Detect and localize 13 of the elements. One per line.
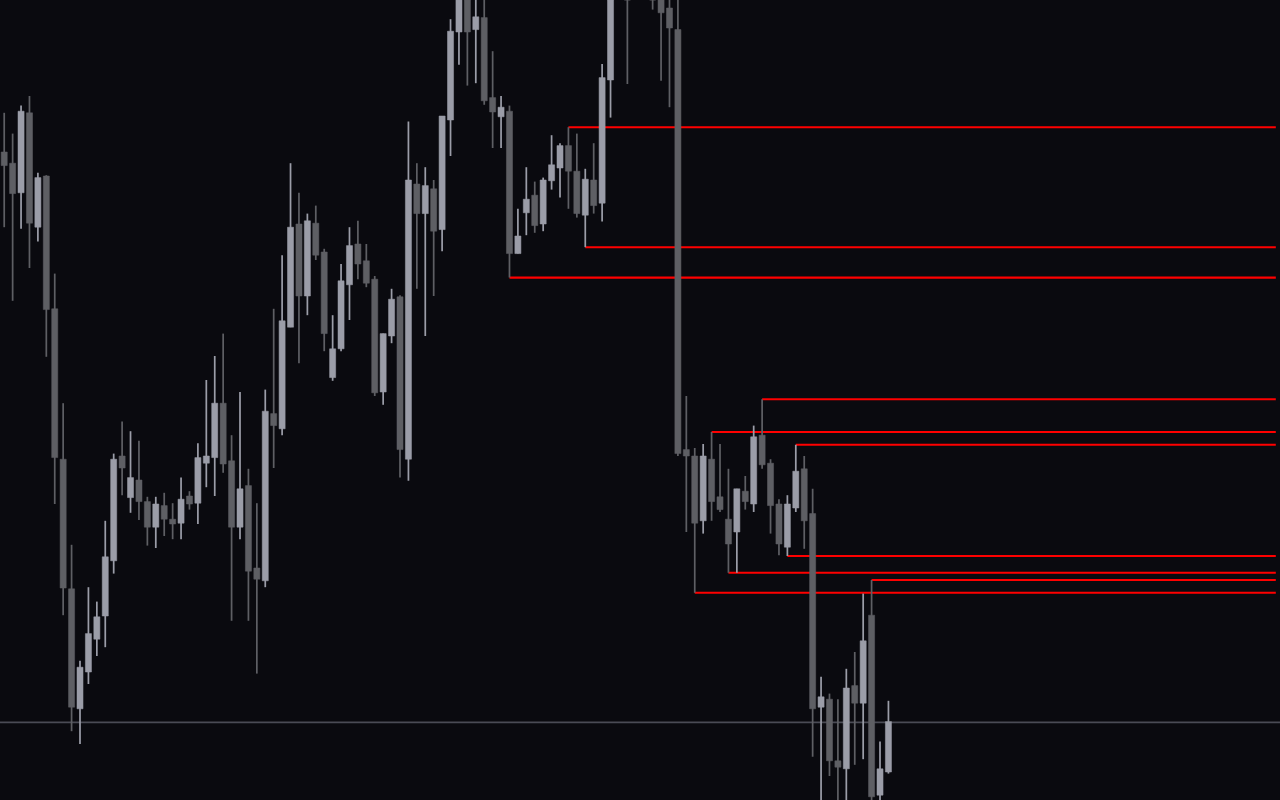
candlestick: [270, 307, 277, 469]
candlestick: [741, 475, 749, 511]
candlestick: [514, 207, 522, 255]
candlestick: [497, 95, 505, 149]
candlestick: [118, 420, 126, 497]
candlestick: [472, 0, 480, 85]
candlestick: [851, 651, 859, 766]
candlestick: [817, 675, 825, 800]
candlestick: [186, 490, 193, 511]
candlestick: [624, 0, 631, 85]
candlestick: [523, 166, 530, 237]
candlestick: [152, 495, 160, 549]
candlestick: [127, 430, 134, 514]
